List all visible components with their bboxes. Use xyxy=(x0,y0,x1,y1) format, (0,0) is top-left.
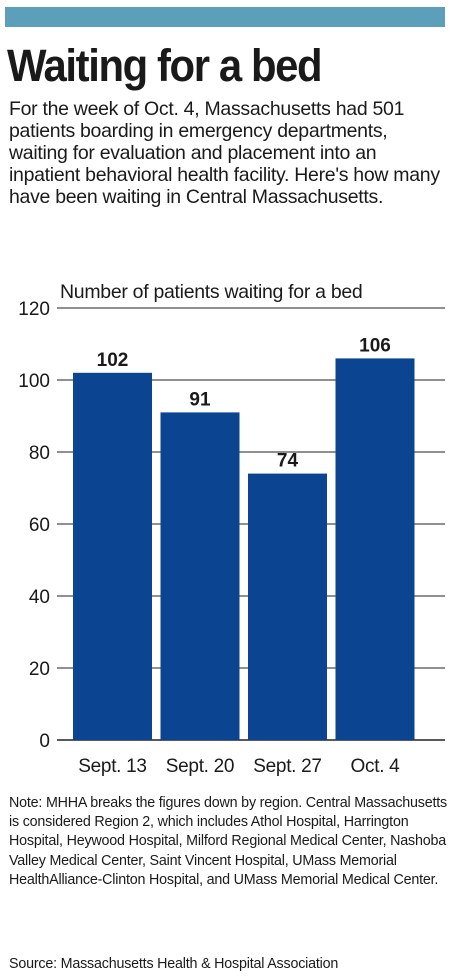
x-tick-label: Sept. 27 xyxy=(253,756,321,777)
bar-value-labels: 102 91 74 106 xyxy=(97,335,391,471)
bar-1 xyxy=(160,412,240,740)
bar-value-label: 102 xyxy=(97,350,129,371)
headline: Waiting for a bed xyxy=(7,40,323,91)
note-text: Note: MHHA breaks the figures down by re… xyxy=(9,795,447,888)
y-tick-label: 20 xyxy=(29,659,50,680)
x-tick-label: Sept. 13 xyxy=(78,756,146,777)
intro-text: For the week of Oct. 4, Massachusetts ha… xyxy=(9,98,440,208)
y-tick-label: 60 xyxy=(29,515,50,536)
bar-value-label: 91 xyxy=(189,389,211,410)
y-tick-label: 100 xyxy=(18,371,50,392)
x-tick-label: Sept. 20 xyxy=(166,756,234,777)
y-tick-label: 40 xyxy=(29,587,50,608)
bar-value-label: 106 xyxy=(359,335,391,356)
y-axis-tick-labels: 0 20 40 60 80 100 120 xyxy=(18,299,50,752)
x-axis-tick-labels: Sept. 13 Sept. 20 Sept. 27 Oct. 4 xyxy=(78,756,400,777)
header-accent-bar xyxy=(5,7,445,27)
bar-0 xyxy=(73,372,152,740)
y-tick-label: 0 xyxy=(39,731,50,752)
chart-bars xyxy=(73,358,415,740)
y-tick-label: 120 xyxy=(18,299,50,320)
y-tick-label: 80 xyxy=(29,443,50,464)
chart-title: Number of patients waiting for a bed xyxy=(60,281,362,303)
bar-2 xyxy=(248,473,327,740)
source-text: Source: Massachusetts Health & Hospital … xyxy=(9,956,339,972)
bar-value-label: 74 xyxy=(277,451,299,472)
x-tick-label: Oct. 4 xyxy=(351,756,401,777)
bar-3 xyxy=(335,358,415,740)
bar-chart: Number of patients waiting for a bed 0 20… xyxy=(18,281,445,777)
